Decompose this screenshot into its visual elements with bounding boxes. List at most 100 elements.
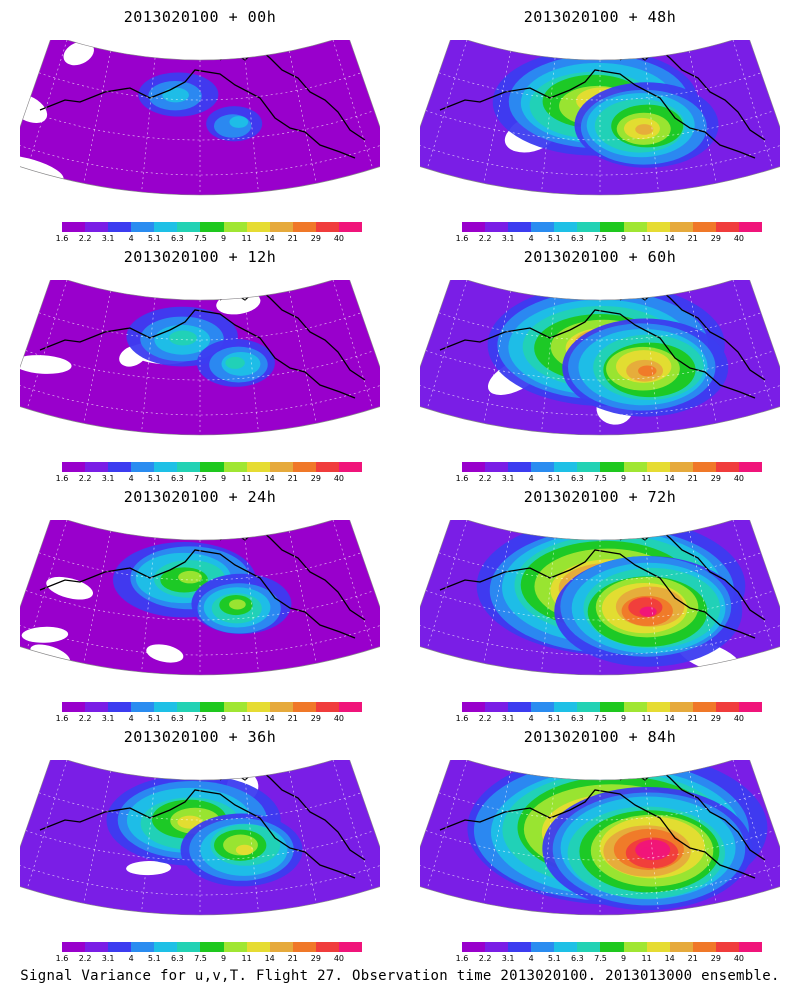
colorbar-tick-label: 1.6 <box>55 474 69 483</box>
colorbar-tick-label: 6.3 <box>171 714 184 723</box>
graticule-parallel <box>38 72 362 101</box>
colorbar-swatch <box>692 702 717 712</box>
colorbar-tick-label: 29 <box>310 234 321 243</box>
coastline <box>439 69 756 159</box>
colorbar-swatch <box>177 222 201 232</box>
variance-contour <box>229 599 246 610</box>
colorbar-tick-label: 4 <box>528 234 534 243</box>
variance-contour <box>639 606 657 617</box>
colorbar-tick-label: 1.6 <box>455 954 469 963</box>
colorbar-swatch <box>338 942 363 952</box>
colorbar-tick-label: 21 <box>687 714 698 723</box>
coastline <box>39 69 356 159</box>
panel-title: 2013020100 + 48h <box>523 8 677 26</box>
colorbar-swatch <box>85 702 109 712</box>
colorbar-ticks: 1.6 2.2 3.1 4 5.1 6.3 7.5 9 11 14 21 29 40 <box>56 474 362 484</box>
colorbar <box>462 462 763 472</box>
graticule-parallel <box>20 383 380 416</box>
graticule-parallel <box>20 623 380 656</box>
below-threshold-patch <box>251 40 322 42</box>
graticule-parallel <box>25 110 375 141</box>
variance-contour <box>177 815 203 829</box>
colorbar-swatch <box>646 222 671 232</box>
panel-title: 2013020100 + 12h <box>123 248 277 266</box>
colorbar-tick-label: 2.2 <box>478 474 492 483</box>
colorbar-swatch <box>508 462 532 472</box>
colorbar-tick-label: 29 <box>310 954 321 963</box>
colorbar-swatch <box>108 942 132 952</box>
colorbar-tick-label: 6.3 <box>171 954 184 963</box>
colorbar-swatch <box>131 702 155 712</box>
colorbar-tick-label: 3.1 <box>101 234 115 243</box>
below-threshold-patch <box>111 760 175 765</box>
colorbar-swatch <box>577 222 601 232</box>
colorbar-tick-label: 40 <box>733 954 745 963</box>
colorbar-tick-label: 40 <box>333 234 345 243</box>
colorbar-swatch <box>531 462 555 472</box>
heatmap-map <box>420 280 780 436</box>
colorbar-tick-label: 21 <box>287 954 298 963</box>
colorbar-swatch <box>646 462 671 472</box>
colorbar-tick-label: 14 <box>264 954 275 963</box>
colorbar-swatch <box>154 702 178 712</box>
colorbar-swatch <box>600 462 625 472</box>
colorbar <box>462 222 763 232</box>
colorbar-tick-label: 29 <box>310 474 321 483</box>
colorbar-tick-label: 6.3 <box>571 954 584 963</box>
colorbar-tick-label: 2.2 <box>78 714 92 723</box>
colorbar-swatch <box>85 222 109 232</box>
variance-contour <box>638 365 657 377</box>
colorbar-swatch <box>577 702 601 712</box>
coastline <box>39 309 356 399</box>
colorbar-swatch <box>223 702 248 712</box>
colorbar-ticks: 1.6 2.2 3.1 4 5.1 6.3 7.5 9 11 14 21 29 40 <box>456 714 762 724</box>
colorbar-swatch <box>715 942 740 952</box>
colorbar-swatch <box>85 942 109 952</box>
below-threshold-patch <box>156 436 192 440</box>
colorbar-swatch <box>223 942 248 952</box>
colorbar-tick-label: 9 <box>220 954 227 963</box>
heatmap-map <box>20 280 380 440</box>
colorbar-tick-label: 4 <box>128 234 134 243</box>
colorbar-tick-label: 6.3 <box>171 474 184 483</box>
graticule-parallel <box>38 792 362 821</box>
panel-72h: 2013020100 + 72h 1.6 2.2 3.1 4 5.1 6.3 7.5 9 11 1… <box>400 480 800 725</box>
colorbar-tick-label: 14 <box>664 954 675 963</box>
map-boundary <box>20 520 380 676</box>
panel-title: 2013020100 + 24h <box>123 488 277 506</box>
colorbar-swatch <box>485 222 509 232</box>
colorbar-swatch <box>246 702 271 712</box>
colorbar-ticks: 1.6 2.2 3.1 4 5.1 6.3 7.5 9 11 14 21 29 40 <box>56 954 362 964</box>
colorbar-swatch <box>177 462 201 472</box>
colorbar-swatch <box>315 702 340 712</box>
panel-48h: 2013020100 + 48h 1.6 2.2 3.1 4 5.1 6.3 7.5 9 11 1… <box>400 0 800 245</box>
graticule-parallel <box>420 623 780 656</box>
colorbar-tick-label: 4 <box>528 954 534 963</box>
colorbar-tick-label: 4 <box>528 474 534 483</box>
colorbar-swatch <box>108 702 132 712</box>
heatmap-map <box>420 760 780 916</box>
colorbar-tick-label: 7.5 <box>594 234 607 243</box>
colorbar-tick-label: 5.1 <box>147 714 161 723</box>
colorbar-swatch <box>338 462 363 472</box>
coastline <box>439 309 756 399</box>
colorbar-tick-label: 29 <box>710 714 721 723</box>
variance-contour <box>178 570 202 584</box>
colorbar-tick-label: 21 <box>287 714 298 723</box>
graticule-parallel <box>425 110 775 141</box>
colorbar-swatch <box>177 702 201 712</box>
colorbar-tick-label: 2.2 <box>478 234 492 243</box>
colorbar-tick-label: 7.5 <box>194 474 207 483</box>
graticule-parallel <box>20 863 380 896</box>
variance-contour <box>235 844 254 856</box>
colorbar-swatch <box>485 462 509 472</box>
colorbar-tick-label: 5.1 <box>147 234 161 243</box>
colorbar-tick-label: 11 <box>641 234 652 243</box>
colorbar-tick-label: 40 <box>333 954 345 963</box>
panel-60h: 2013020100 + 60h 1.6 2.2 3.1 4 5.1 6.3 7.5 9 11 1… <box>400 240 800 485</box>
graticule-parallel <box>438 72 762 101</box>
colorbar-swatch <box>200 942 225 952</box>
colorbar-swatch <box>531 702 555 712</box>
colorbar-tick-label: 1.6 <box>455 714 469 723</box>
graticule-parallel <box>420 863 780 896</box>
